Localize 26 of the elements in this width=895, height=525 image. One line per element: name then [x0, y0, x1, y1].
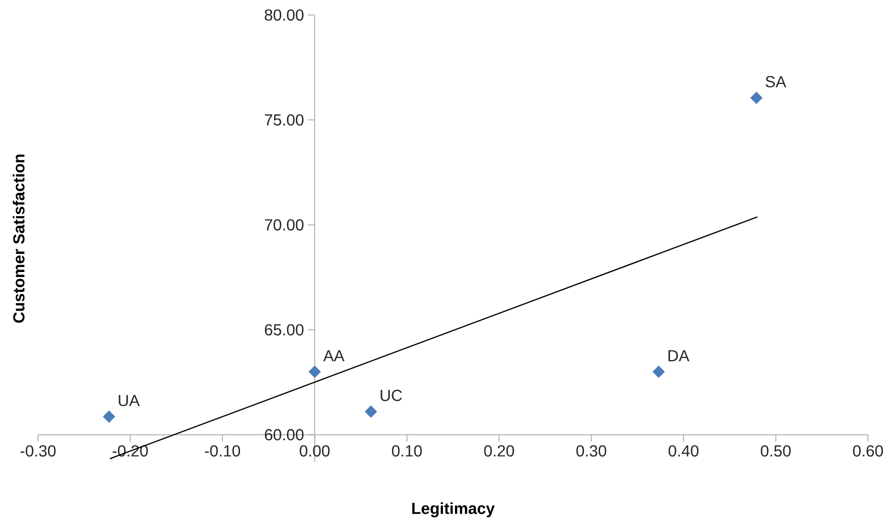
x-tick-label: -0.30 — [20, 445, 56, 457]
y-axis-title: Customer Satisfaction — [12, 154, 25, 323]
y-tick-label: 60.00 — [264, 429, 304, 440]
point — [308, 366, 321, 378]
point — [652, 366, 665, 378]
x-tick-label: 0.10 — [392, 445, 422, 457]
point — [750, 92, 763, 104]
point — [364, 405, 378, 418]
x-axis-title: Legitimacy — [412, 502, 495, 518]
x-tick-label: 0.00 — [300, 445, 330, 457]
y-tick-label: 80.00 — [264, 9, 304, 21]
y-tick-label: 70.00 — [264, 219, 304, 231]
annotation: UC — [380, 390, 402, 402]
x-tick-label: -0.10 — [204, 445, 240, 457]
point — [102, 410, 116, 423]
x-tick-label: 0.50 — [760, 445, 791, 457]
y-tick-label: 75.00 — [264, 114, 304, 126]
x-tick-label: 0.60 — [853, 445, 883, 457]
y-tick-label: 65.00 — [264, 324, 304, 336]
annotation: UA — [118, 394, 140, 406]
annotation: AA — [323, 350, 345, 362]
annotation: DA — [668, 350, 690, 362]
x-tick-label: 0.30 — [576, 445, 606, 457]
x-tick-label: 0.40 — [668, 445, 698, 457]
x-tick-label: 0.20 — [484, 445, 514, 457]
annotation: SA — [766, 76, 786, 88]
